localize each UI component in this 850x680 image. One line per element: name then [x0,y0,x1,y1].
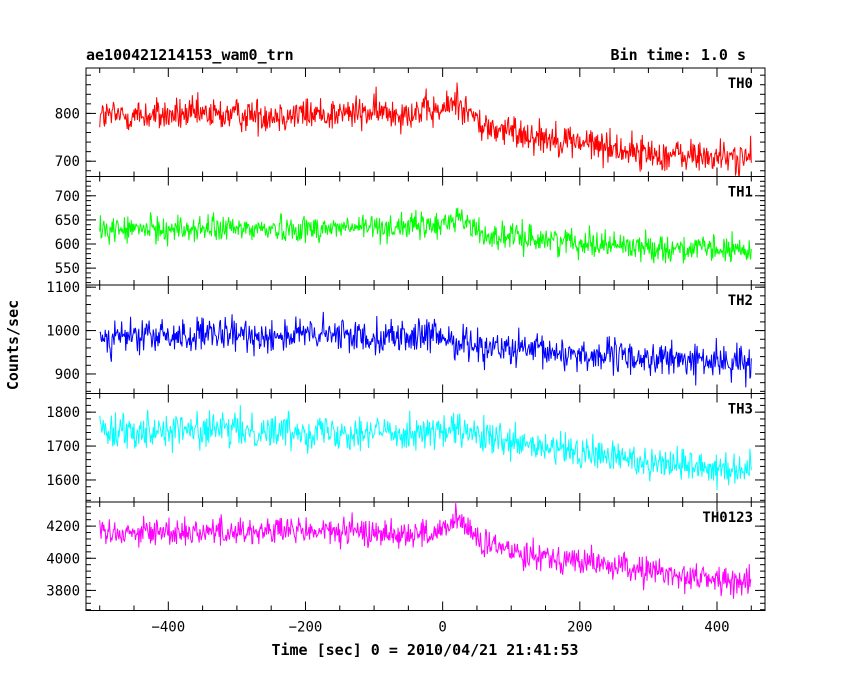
panel-label-th3: TH3 [728,402,753,418]
y-tick-label: 1100 [46,280,80,296]
series-line-th1 [99,207,752,264]
y-tick-label: 800 [55,106,80,122]
y-tick-label: 900 [55,367,80,383]
y-tick-label: 700 [55,189,80,205]
series-line-th0 [99,82,752,177]
x-tick-label: 0 [438,620,446,636]
panel-frame [85,393,766,503]
x-axis-label: Time [sec] 0 = 2010/04/21 21:41:53 [271,641,578,659]
panel-th2: 900 1000 1100 TH2 [46,280,766,394]
panel-label-th0: TH0 [728,76,753,92]
y-tick-label: 700 [55,154,80,170]
bin-time-label: Bin time: 1.0 s [611,46,746,64]
y-tick-label: 600 [55,237,80,253]
chart-title: ae100421214153_wam0_trn [86,46,294,64]
y-tick-label: 650 [55,213,80,229]
panel-th1: 550 600 650 700 TH1 [55,176,766,286]
panels-group: 700 800 TH0 550 600 650 700 TH1 900 1000 1100 TH2 16… [46,67,766,611]
x-tick-label: −200 [289,620,323,636]
y-axis-label: Counts/sec [4,300,22,390]
x-tick-label: 200 [567,620,592,636]
x-tick-label: 400 [704,620,729,636]
x-tick-label: −400 [151,620,185,636]
y-tick-label: 4000 [46,551,80,567]
panel-frame [85,501,766,611]
y-tick-label: 550 [55,261,80,277]
series-line-th0123 [99,503,752,599]
panel-th0123: 3800 4000 4200 TH0123 [46,501,766,611]
y-tick-label: 3800 [46,583,80,599]
panel-th0: 700 800 TH0 [55,67,766,177]
panel-label-th0123: TH0123 [702,510,753,526]
y-tick-label: 4200 [46,519,80,535]
y-tick-label: 1000 [46,324,80,340]
y-tick-label: 1800 [46,405,80,421]
panel-label-th1: TH1 [728,185,753,201]
x-axis: −400 −200 0 200 400 [151,620,729,636]
series-line-th2 [99,311,752,388]
y-tick-label: 1600 [46,473,80,489]
panel-th3: 1600 1700 1800 TH3 [46,393,766,503]
y-tick-label: 1700 [46,439,80,455]
panel-label-th2: TH2 [728,293,753,309]
series-line-th3 [99,405,752,491]
